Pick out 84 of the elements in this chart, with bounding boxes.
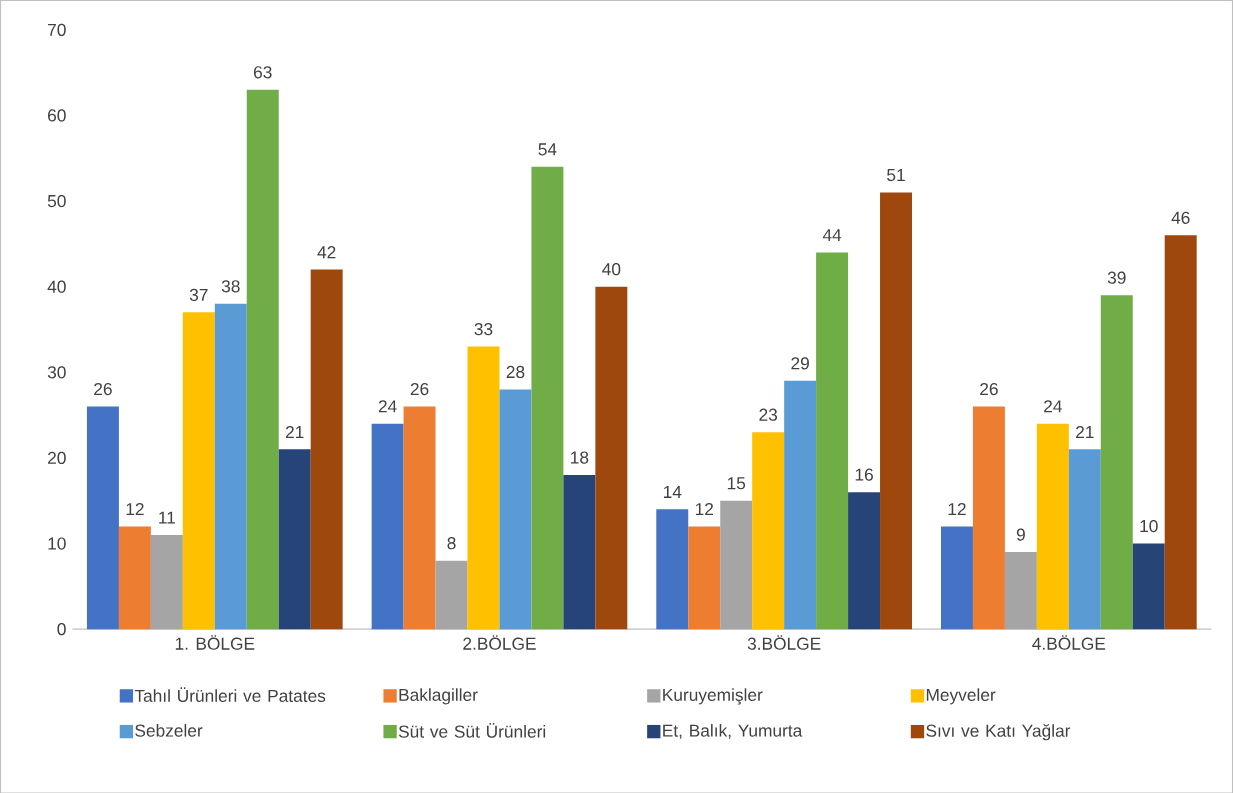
bar — [435, 560, 468, 629]
bar — [688, 526, 721, 629]
x-tick-label: 4.BÖLGE — [1032, 634, 1106, 650]
y-tick-label: 50 — [47, 194, 66, 207]
bar — [1068, 449, 1101, 629]
bar — [1132, 543, 1165, 629]
bar — [972, 406, 1005, 629]
legend-label: Et, Balık, Yumurta — [663, 723, 803, 739]
y-tick-label: 70 — [48, 23, 66, 36]
data-label: 38 — [221, 279, 240, 293]
data-label: 12 — [126, 502, 144, 515]
data-label: 18 — [571, 451, 589, 464]
data-label: 12 — [948, 502, 966, 515]
data-label: 16 — [855, 468, 873, 481]
bar — [784, 380, 817, 629]
y-tick-label: 20 — [48, 451, 66, 464]
data-label: 12 — [695, 502, 713, 515]
legend-label: Meyveler — [926, 688, 996, 705]
data-label: 54 — [538, 143, 557, 156]
bar — [1164, 235, 1197, 629]
data-label: 11 — [159, 511, 175, 524]
data-label: 46 — [1171, 211, 1190, 224]
data-label: 63 — [253, 65, 272, 79]
bar — [1036, 423, 1069, 629]
bar — [246, 89, 279, 629]
data-label: 10 — [1140, 519, 1158, 532]
bar — [499, 389, 532, 629]
y-tick-label: 40 — [47, 280, 66, 293]
bar — [214, 303, 247, 629]
data-label: 21 — [285, 425, 304, 438]
data-label: 23 — [759, 408, 778, 421]
bar — [310, 269, 343, 629]
x-tick-label: 2.BÖLGE — [463, 634, 536, 650]
bar — [656, 509, 689, 629]
bar — [403, 406, 436, 629]
data-label: 26 — [94, 382, 112, 395]
data-label: 21 — [1076, 425, 1094, 438]
legend-label: Sebzeler — [135, 723, 203, 737]
bar — [371, 423, 404, 629]
data-label: 15 — [727, 477, 746, 490]
data-label: 37 — [189, 288, 208, 301]
y-tick-label: 10 — [48, 537, 66, 550]
legend-label: Sıvı ve Katı Yağlar — [926, 723, 1071, 741]
bar — [531, 166, 564, 629]
data-label: 40 — [602, 262, 621, 276]
data-label: 51 — [887, 168, 905, 181]
bar — [467, 346, 500, 629]
y-tick-label: 60 — [48, 109, 66, 122]
data-label: 26 — [410, 382, 429, 395]
data-label: 39 — [1107, 271, 1126, 284]
data-label: 9 — [1016, 528, 1025, 541]
data-label: 8 — [447, 536, 456, 550]
bar — [752, 431, 785, 629]
bar — [940, 526, 973, 629]
bar — [1100, 295, 1133, 629]
data-label: 14 — [663, 485, 682, 498]
y-tick-label: 30 — [47, 365, 66, 379]
bar — [595, 286, 628, 629]
x-tick-label: 1. BÖLGE — [175, 634, 255, 650]
bar — [563, 474, 596, 629]
data-label: 29 — [791, 356, 809, 370]
bar — [1004, 551, 1037, 629]
bar — [848, 491, 881, 629]
bar — [880, 192, 912, 629]
bar — [150, 534, 183, 629]
legend-label: Kuruyemişler — [663, 688, 763, 705]
bar — [182, 312, 215, 629]
x-tick-label: 3.BÖLGE — [747, 634, 821, 650]
data-label: 24 — [1044, 399, 1062, 413]
data-label: 33 — [474, 322, 493, 335]
y-tick-label: 0 — [57, 622, 66, 636]
bar — [278, 449, 311, 629]
bar — [720, 500, 753, 629]
data-label: 24 — [378, 399, 397, 413]
data-label: 26 — [980, 382, 998, 395]
legend-label: Tahıl Ürünleri ve Patates — [134, 687, 326, 702]
legend-label: Süt ve Süt Ürünleri — [398, 722, 546, 738]
bar — [118, 526, 151, 629]
data-label: 44 — [822, 228, 842, 241]
bar — [816, 252, 849, 629]
data-label: 28 — [506, 365, 525, 378]
bar — [86, 406, 119, 629]
data-label: 42 — [317, 245, 336, 258]
legend-label: Baklagiller — [399, 688, 478, 705]
